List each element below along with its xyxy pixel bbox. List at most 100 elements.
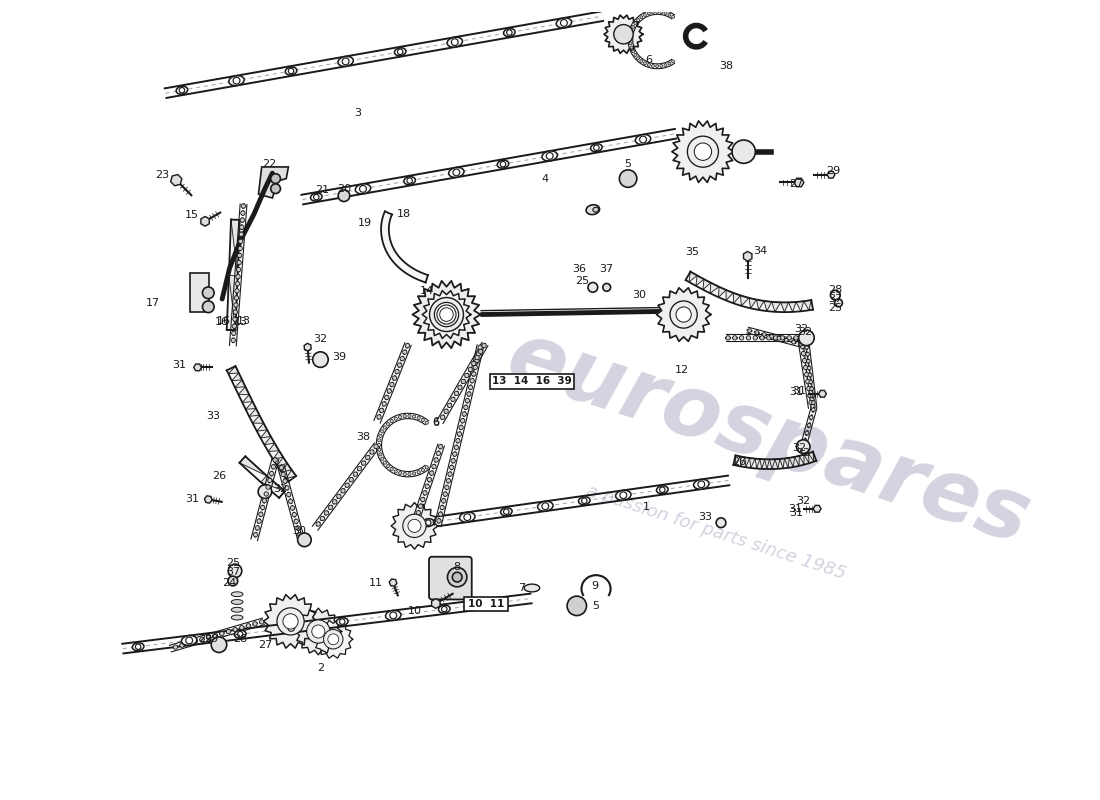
- Text: 29: 29: [198, 634, 212, 644]
- Ellipse shape: [447, 37, 462, 47]
- Text: a passion for parts since 1985: a passion for parts since 1985: [584, 482, 848, 582]
- Circle shape: [455, 438, 460, 443]
- Text: 31: 31: [789, 508, 803, 518]
- Circle shape: [803, 366, 807, 370]
- Text: 34: 34: [754, 246, 768, 256]
- Circle shape: [773, 336, 778, 340]
- Text: 22: 22: [262, 159, 276, 169]
- Polygon shape: [239, 386, 250, 394]
- Circle shape: [660, 487, 666, 493]
- Circle shape: [500, 162, 506, 167]
- Polygon shape: [240, 456, 266, 476]
- Circle shape: [807, 423, 811, 427]
- Text: 13: 13: [233, 318, 248, 327]
- Circle shape: [803, 439, 806, 442]
- Ellipse shape: [497, 160, 509, 168]
- Circle shape: [448, 567, 466, 587]
- Circle shape: [404, 473, 406, 476]
- Circle shape: [270, 471, 274, 476]
- Bar: [190, 273, 209, 312]
- Circle shape: [390, 467, 393, 470]
- Ellipse shape: [182, 635, 197, 646]
- Polygon shape: [264, 437, 275, 445]
- Circle shape: [262, 498, 266, 503]
- Circle shape: [464, 514, 471, 521]
- Circle shape: [420, 498, 425, 502]
- Circle shape: [362, 461, 366, 466]
- Text: eurospares: eurospares: [497, 315, 1041, 562]
- Circle shape: [594, 145, 600, 150]
- Circle shape: [255, 526, 260, 530]
- Circle shape: [807, 366, 811, 370]
- Circle shape: [800, 336, 803, 340]
- Text: 2: 2: [317, 663, 324, 673]
- Circle shape: [408, 519, 421, 532]
- Text: 30: 30: [293, 526, 306, 535]
- Circle shape: [288, 499, 293, 503]
- Circle shape: [233, 310, 238, 314]
- Polygon shape: [703, 279, 711, 290]
- Polygon shape: [258, 167, 288, 198]
- Circle shape: [461, 379, 465, 383]
- Circle shape: [434, 302, 459, 326]
- Text: 36: 36: [572, 265, 586, 274]
- Polygon shape: [229, 366, 239, 374]
- Polygon shape: [232, 373, 242, 381]
- Text: 15: 15: [185, 210, 199, 220]
- Circle shape: [477, 345, 482, 350]
- Ellipse shape: [557, 18, 572, 28]
- Polygon shape: [604, 15, 642, 54]
- Circle shape: [200, 637, 205, 642]
- Polygon shape: [770, 459, 776, 469]
- Circle shape: [656, 65, 659, 68]
- Circle shape: [640, 59, 642, 62]
- Circle shape: [629, 34, 632, 36]
- Text: 31: 31: [789, 387, 803, 398]
- Circle shape: [453, 169, 460, 176]
- Circle shape: [629, 42, 632, 45]
- Circle shape: [287, 492, 290, 497]
- Text: 32: 32: [314, 334, 328, 345]
- Circle shape: [417, 470, 420, 474]
- Circle shape: [235, 282, 240, 286]
- Circle shape: [651, 11, 654, 14]
- Text: 6: 6: [432, 417, 439, 426]
- Circle shape: [403, 350, 407, 354]
- Circle shape: [235, 274, 240, 279]
- Polygon shape: [245, 402, 256, 410]
- Circle shape: [412, 472, 416, 475]
- Circle shape: [672, 60, 674, 63]
- Ellipse shape: [231, 599, 243, 605]
- Text: 6: 6: [645, 54, 652, 65]
- Polygon shape: [794, 456, 800, 466]
- Circle shape: [416, 510, 420, 515]
- Circle shape: [427, 478, 431, 482]
- Circle shape: [462, 412, 466, 416]
- Ellipse shape: [231, 592, 243, 597]
- Circle shape: [806, 359, 811, 363]
- Circle shape: [644, 14, 647, 17]
- Circle shape: [835, 299, 843, 306]
- Circle shape: [377, 438, 381, 442]
- Polygon shape: [808, 452, 814, 462]
- Ellipse shape: [231, 607, 243, 612]
- Circle shape: [461, 418, 465, 423]
- Circle shape: [397, 363, 401, 367]
- Circle shape: [694, 143, 712, 160]
- Polygon shape: [273, 450, 283, 459]
- Circle shape: [799, 330, 814, 346]
- Circle shape: [258, 512, 263, 517]
- Circle shape: [240, 225, 244, 230]
- Circle shape: [459, 426, 463, 430]
- Circle shape: [239, 232, 243, 237]
- Polygon shape: [227, 219, 240, 330]
- Circle shape: [328, 634, 339, 645]
- Ellipse shape: [284, 623, 299, 633]
- Ellipse shape: [338, 57, 353, 66]
- Circle shape: [211, 637, 227, 653]
- Polygon shape: [282, 463, 292, 472]
- Circle shape: [807, 394, 812, 398]
- Text: 13  14  16  39: 13 14 16 39: [493, 377, 572, 386]
- Circle shape: [179, 87, 185, 93]
- Text: 38: 38: [356, 432, 371, 442]
